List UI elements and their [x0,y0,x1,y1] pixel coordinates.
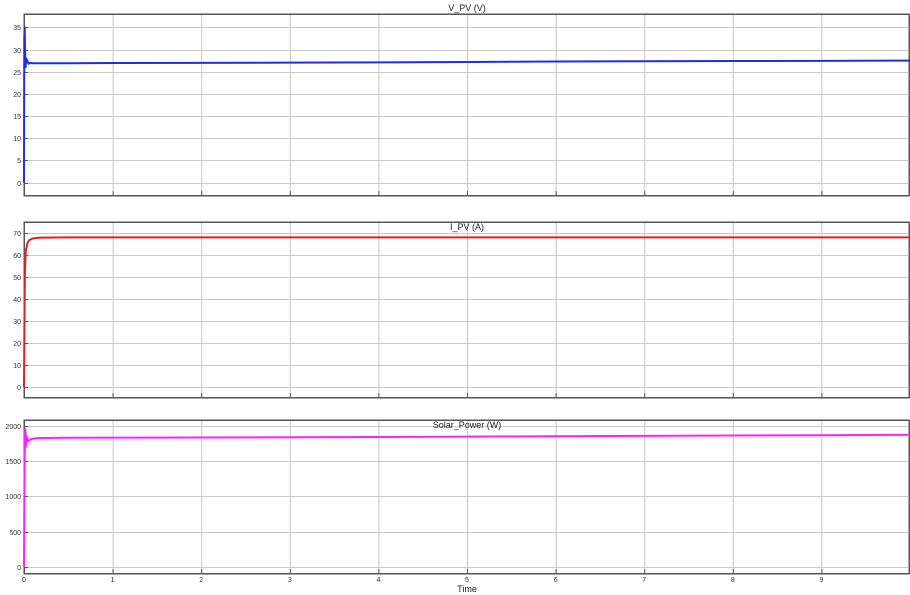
y-tick-label: 70 [13,231,21,238]
x-tick-label: 0 [22,577,26,584]
x-tick-label: 8 [731,577,735,584]
series-line-1 [23,26,910,183]
plot-title-3: Solar_Power (W) [433,420,502,430]
series-line-3 [23,428,910,567]
y-tick-label: 25 [13,70,21,77]
x-tick-label: 1 [111,577,115,584]
y-tick-label: 1000 [5,494,21,501]
y-tick-label: 20 [13,341,21,348]
y-tick-label: 20 [13,92,21,99]
x-tick-label: 6 [554,577,558,584]
y-tick-label: 15 [13,114,21,121]
x-axis-label: Time [457,584,477,594]
y-tick-label: 10 [13,363,21,370]
y-tick-label: 35 [13,25,21,32]
y-tick-label: 0 [17,181,21,188]
plot-title-1: V_PV (V) [448,3,486,13]
y-tick-label: 40 [13,297,21,304]
x-tick-label: 9 [819,577,823,584]
y-tick-label: 30 [13,48,21,55]
x-tick-label: 5 [465,577,469,584]
y-tick-label: 1500 [5,459,21,466]
y-tick-label: 0 [17,565,21,572]
y-tick-label: 0 [17,385,21,392]
y-tick-label: 10 [13,136,21,143]
plot-frame-2 [23,221,910,399]
y-tick-label: 5 [17,158,21,165]
y-tick-label: 30 [13,319,21,326]
y-tick-label: 50 [13,275,21,282]
x-tick-label: 7 [642,577,646,584]
series-line-2 [23,236,910,388]
y-tick-label: 2000 [5,424,21,431]
y-tick-label: 60 [13,253,21,260]
x-tick-label: 4 [376,577,380,584]
plot-title-2: I_PV (A) [450,222,484,232]
x-tick-label: 3 [288,577,292,584]
y-tick-label: 500 [9,530,21,537]
x-tick-label: 2 [199,577,203,584]
plot-frame-1 [23,13,910,197]
